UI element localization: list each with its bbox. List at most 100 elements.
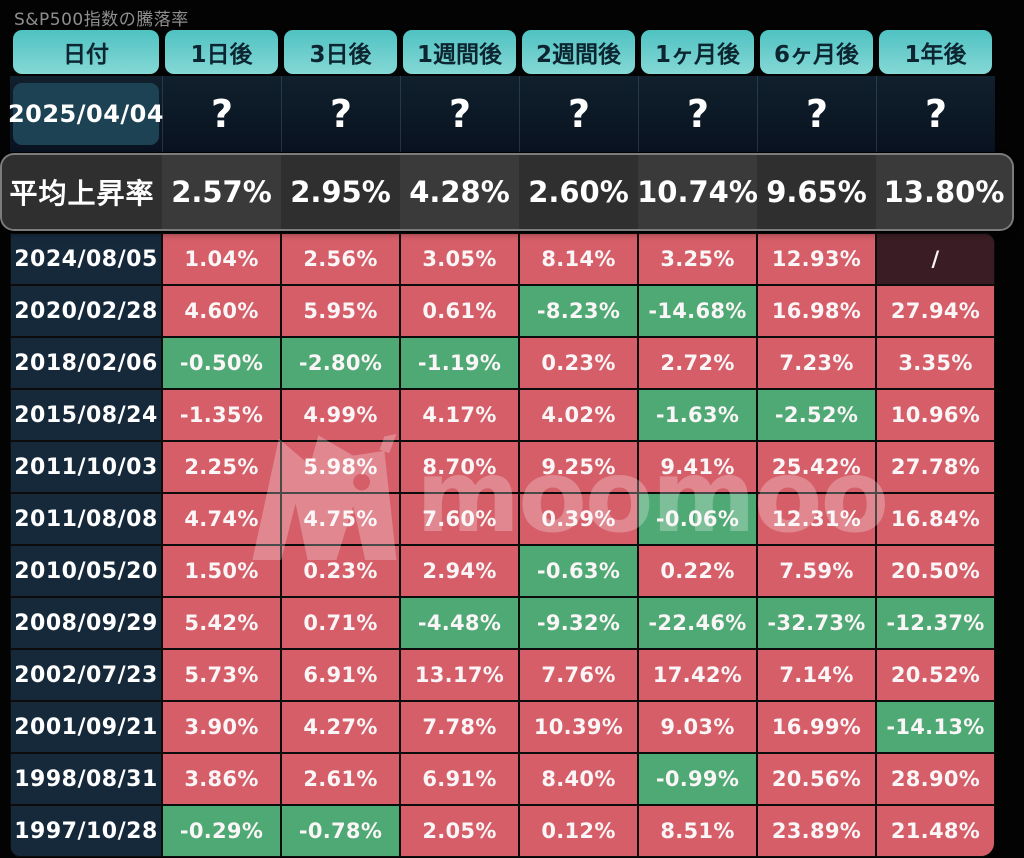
percent-cell: 20.56% [757, 753, 876, 805]
percent-cell: 1.04% [162, 233, 281, 285]
table-row: 2010/05/20 1.50% 0.23% 2.94% -0.63% 0.22% 7.59… [10, 545, 995, 597]
row-date: 1998/08/31 [10, 753, 162, 805]
row-date: 2020/02/28 [10, 285, 162, 337]
question-mark: ? [448, 92, 472, 136]
table-row: 2001/09/21 3.90% 4.27% 7.78% 10.39% 9.03% 16.9… [10, 701, 995, 753]
table-row: 2015/08/24 -1.35% 4.99% 4.17% 4.02% -1.63% -2.… [10, 389, 995, 441]
table-row: 2008/09/29 5.42% 0.71% -4.48% -9.32% -22.46% -… [10, 597, 995, 649]
question-mark: ? [567, 92, 591, 136]
percent-cell: -32.73% [757, 597, 876, 649]
percent-cell: 8.14% [519, 233, 638, 285]
average-row-band: 平均上昇率 2.57% 2.95% 4.28% 2.60% 10.74% 9.6… [2, 152, 1012, 233]
percent-cell: 20.50% [876, 545, 995, 597]
unknown-value-cell: ? [876, 76, 995, 152]
average-value: 2.60% [519, 155, 638, 229]
column-header-6month: 6ヶ月後 [760, 30, 873, 74]
table-row: 2011/08/08 4.74% 4.75% 7.60% 0.39% -0.06% 12.3… [10, 493, 995, 545]
average-value: 10.74% [637, 155, 758, 229]
average-value: 13.80% [876, 155, 1012, 229]
percent-cell: -0.06% [638, 493, 757, 545]
column-header-3day: 3日後 [284, 30, 397, 74]
row-date: 2011/10/03 [10, 441, 162, 493]
percent-cell: 4.02% [519, 389, 638, 441]
percent-cell: 0.61% [400, 285, 519, 337]
percent-cell: 4.27% [281, 701, 400, 753]
table-header-row: 日付 1日後 3日後 1週間後 2週間後 1ヶ月後 6ヶ月後 1年後 [10, 28, 995, 76]
percent-cell: 1.50% [162, 545, 281, 597]
percent-cell: 9.03% [638, 701, 757, 753]
question-mark: ? [924, 92, 948, 136]
percent-cell: 9.25% [519, 441, 638, 493]
unknown-value-cell: ? [281, 76, 400, 152]
percent-cell: -0.50% [162, 337, 281, 389]
percent-cell: 3.35% [876, 337, 995, 389]
percent-cell: 2.05% [400, 805, 519, 857]
percent-cell: -0.78% [281, 805, 400, 857]
percent-cell: 7.23% [757, 337, 876, 389]
question-mark: ? [686, 92, 710, 136]
percent-cell: 2.25% [162, 441, 281, 493]
percent-cell: 9.41% [638, 441, 757, 493]
percent-cell: 0.39% [519, 493, 638, 545]
table-row: 2018/02/06 -0.50% -2.80% -1.19% 0.23% 2.72% 7.… [10, 337, 995, 389]
percent-cell: 13.17% [400, 649, 519, 701]
percent-cell: 5.73% [162, 649, 281, 701]
percent-cell: 16.98% [757, 285, 876, 337]
percent-cell: 21.48% [876, 805, 995, 857]
row-date: 2011/08/08 [10, 493, 162, 545]
percent-cell: 25.42% [757, 441, 876, 493]
page-title: S&P500指数の騰落率 [14, 10, 189, 30]
percent-cell: 7.14% [757, 649, 876, 701]
percent-cell: -4.48% [400, 597, 519, 649]
percent-cell: -1.19% [400, 337, 519, 389]
percent-cell: 23.89% [757, 805, 876, 857]
percent-cell: -14.13% [876, 701, 995, 753]
percent-cell: 10.96% [876, 389, 995, 441]
percent-cell: 4.17% [400, 389, 519, 441]
unknown-value-cell: ? [162, 76, 281, 152]
percent-cell: 7.60% [400, 493, 519, 545]
row-date: 2001/09/21 [10, 701, 162, 753]
percent-cell: 27.94% [876, 285, 995, 337]
pending-date-cell: 2025/04/04 [8, 76, 164, 152]
percent-cell: 17.42% [638, 649, 757, 701]
row-date: 2018/02/06 [10, 337, 162, 389]
question-mark: ? [805, 92, 829, 136]
average-value: 9.65% [757, 155, 876, 229]
percent-cell: 28.90% [876, 753, 995, 805]
percent-cell: -9.32% [519, 597, 638, 649]
percent-cell: 2.61% [281, 753, 400, 805]
percent-cell: 5.95% [281, 285, 400, 337]
unknown-value-cell: ? [400, 76, 519, 152]
percent-cell: 2.72% [638, 337, 757, 389]
percent-cell: -1.35% [162, 389, 281, 441]
percent-cell: 0.23% [281, 545, 400, 597]
average-value: 4.28% [400, 155, 519, 229]
average-row-label: 平均上昇率 [2, 155, 162, 229]
percent-cell: 16.99% [757, 701, 876, 753]
percent-cell: 4.75% [281, 493, 400, 545]
unknown-value-cell: ? [757, 76, 876, 152]
percent-cell: -22.46% [638, 597, 757, 649]
table-row: 2011/10/03 2.25% 5.98% 8.70% 9.25% 9.41% 25.42… [10, 441, 995, 493]
percent-cell: 0.23% [519, 337, 638, 389]
row-date: 2010/05/20 [10, 545, 162, 597]
percent-cell: 8.70% [400, 441, 519, 493]
percent-cell: 3.05% [400, 233, 519, 285]
percent-cell: 7.59% [757, 545, 876, 597]
column-header-1year: 1年後 [879, 30, 992, 74]
column-header-1week: 1週間後 [403, 30, 516, 74]
performance-table: 日付 1日後 3日後 1週間後 2週間後 1ヶ月後 6ヶ月後 1年後 2025/… [2, 28, 1012, 857]
average-row: 平均上昇率 2.57% 2.95% 4.28% 2.60% 10.74% 9.6… [2, 155, 1012, 229]
percent-cell: 5.42% [162, 597, 281, 649]
pending-row: 2025/04/04 ? ? ? ? ? ? ? [8, 76, 995, 152]
percent-cell: 2.94% [400, 545, 519, 597]
percent-cell: 27.78% [876, 441, 995, 493]
percent-cell: 12.93% [757, 233, 876, 285]
percent-cell: -0.99% [638, 753, 757, 805]
table-body: 2024/08/05 1.04% 2.56% 3.05% 8.14% 3.25% 12.93… [10, 233, 995, 857]
column-header-1day: 1日後 [165, 30, 278, 74]
unknown-value-cell: ? [519, 76, 638, 152]
table-row: 1998/08/31 3.86% 2.61% 6.91% 8.40% -0.99% 20.5… [10, 753, 995, 805]
